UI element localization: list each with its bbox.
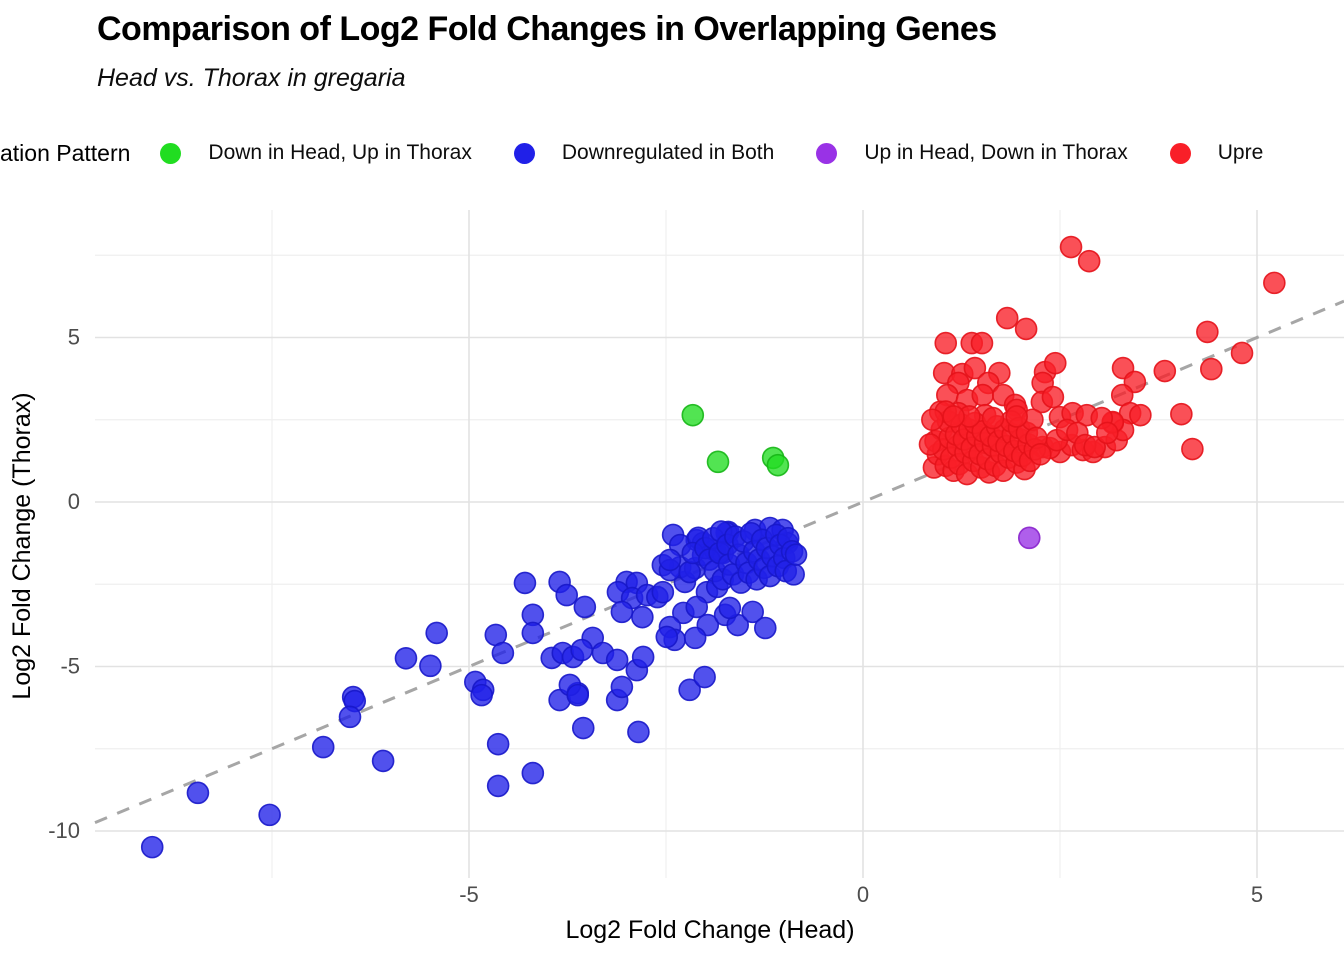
data-point — [970, 331, 994, 355]
data-point — [610, 600, 634, 624]
data-point — [651, 580, 675, 604]
y-tick-label: 5 — [68, 325, 80, 350]
data-point — [311, 735, 335, 759]
data-point — [685, 595, 709, 619]
data-point — [1083, 435, 1106, 459]
x-tick-label: -5 — [459, 882, 479, 907]
blue-dot-icon — [513, 142, 535, 164]
data-point — [1017, 526, 1041, 550]
data-point — [718, 596, 742, 620]
x-tick-label: 5 — [1251, 882, 1263, 907]
data-point — [1263, 271, 1286, 295]
data-point — [963, 356, 987, 380]
legend-item-label: Up in Head, Down in Thorax — [864, 141, 1128, 164]
data-point — [521, 621, 545, 645]
legend-item-label: Down in Head, Up in Thorax — [208, 141, 472, 164]
data-point — [491, 641, 515, 665]
y-tick-label: -10 — [48, 818, 80, 843]
data-point — [1095, 421, 1119, 445]
data-point — [1199, 357, 1223, 381]
data-point — [419, 654, 442, 678]
data-point — [140, 835, 164, 859]
data-point — [1077, 249, 1101, 273]
data-point — [1005, 405, 1028, 428]
data-point — [566, 683, 590, 707]
data-point — [741, 600, 764, 624]
data-point — [631, 645, 655, 669]
red-dot-icon — [1169, 142, 1191, 164]
data-point — [706, 450, 730, 474]
data-point — [753, 616, 777, 640]
data-point — [1014, 317, 1038, 341]
data-point — [1041, 385, 1065, 409]
data-point — [683, 626, 707, 650]
data-point — [918, 433, 942, 456]
data-point — [486, 732, 510, 756]
data-point — [1153, 359, 1177, 383]
data-point — [394, 646, 418, 670]
chart-subtitle: Head vs. Thorax in gregaria — [97, 64, 406, 92]
data-point — [470, 683, 493, 707]
green-dot-icon — [160, 142, 182, 164]
data-point — [921, 408, 944, 432]
data-point — [658, 548, 682, 572]
data-point — [934, 331, 958, 355]
data-point — [610, 675, 634, 699]
legend: ation Pattern Down in Head, Up in Thorax… — [0, 136, 1344, 170]
data-point — [555, 583, 579, 607]
data-point — [605, 648, 629, 672]
data-point — [258, 803, 281, 827]
legend-item-purple: Up in Head, Down in Thorax — [816, 141, 1128, 165]
data-point — [971, 383, 995, 407]
data-point — [782, 563, 805, 586]
y-tick-label: -5 — [60, 654, 80, 679]
purple-dot-icon — [816, 142, 838, 164]
data-point — [627, 720, 650, 744]
data-point — [995, 306, 1019, 330]
data-point — [655, 625, 679, 649]
data-point — [1181, 437, 1204, 461]
data-point — [678, 678, 701, 702]
data-point — [570, 638, 593, 662]
chart-title: Comparison of Log2 Fold Changes in Overl… — [97, 10, 997, 48]
legend-item-red: Upre — [1169, 141, 1264, 165]
data-point — [1029, 442, 1052, 466]
data-point — [521, 761, 545, 785]
legend-item-label: Downregulated in Both — [561, 141, 775, 164]
data-point — [1170, 402, 1193, 426]
data-point — [425, 621, 448, 645]
data-point — [784, 543, 808, 566]
y-tick-label: 0 — [68, 489, 80, 514]
legend-item-green: Down in Head, Up in Thorax — [160, 141, 472, 165]
data-point — [693, 665, 716, 689]
data-point — [678, 560, 701, 584]
data-point — [371, 749, 395, 773]
scatter-plot: 5 0 -5 -10 -5 0 5 Log2 Fold Change (Head) Log2 F… — [8, 210, 1344, 944]
data-point — [573, 595, 597, 619]
data-point — [942, 405, 965, 428]
data-point — [513, 571, 537, 595]
data-point — [1196, 320, 1219, 344]
data-point — [186, 781, 210, 805]
legend-title: ation Pattern — [0, 139, 131, 166]
data-point — [486, 774, 510, 798]
x-tick-label: 0 — [857, 882, 869, 907]
legend-item-blue: Downregulated in Both — [513, 141, 775, 165]
data-point — [981, 406, 1005, 430]
data-point — [338, 705, 362, 729]
x-axis-title: Log2 Fold Change (Head) — [565, 916, 854, 944]
y-axis-title: Log2 Fold Change (Thorax) — [8, 392, 36, 699]
data-point — [681, 403, 705, 427]
data-point — [1043, 351, 1067, 375]
data-point — [766, 453, 790, 477]
data-point — [1129, 403, 1152, 427]
legend-item-label: Upre — [1217, 141, 1264, 164]
data-point — [631, 605, 654, 629]
data-point — [571, 716, 595, 740]
data-point — [1230, 341, 1254, 365]
data-point — [1059, 235, 1083, 259]
